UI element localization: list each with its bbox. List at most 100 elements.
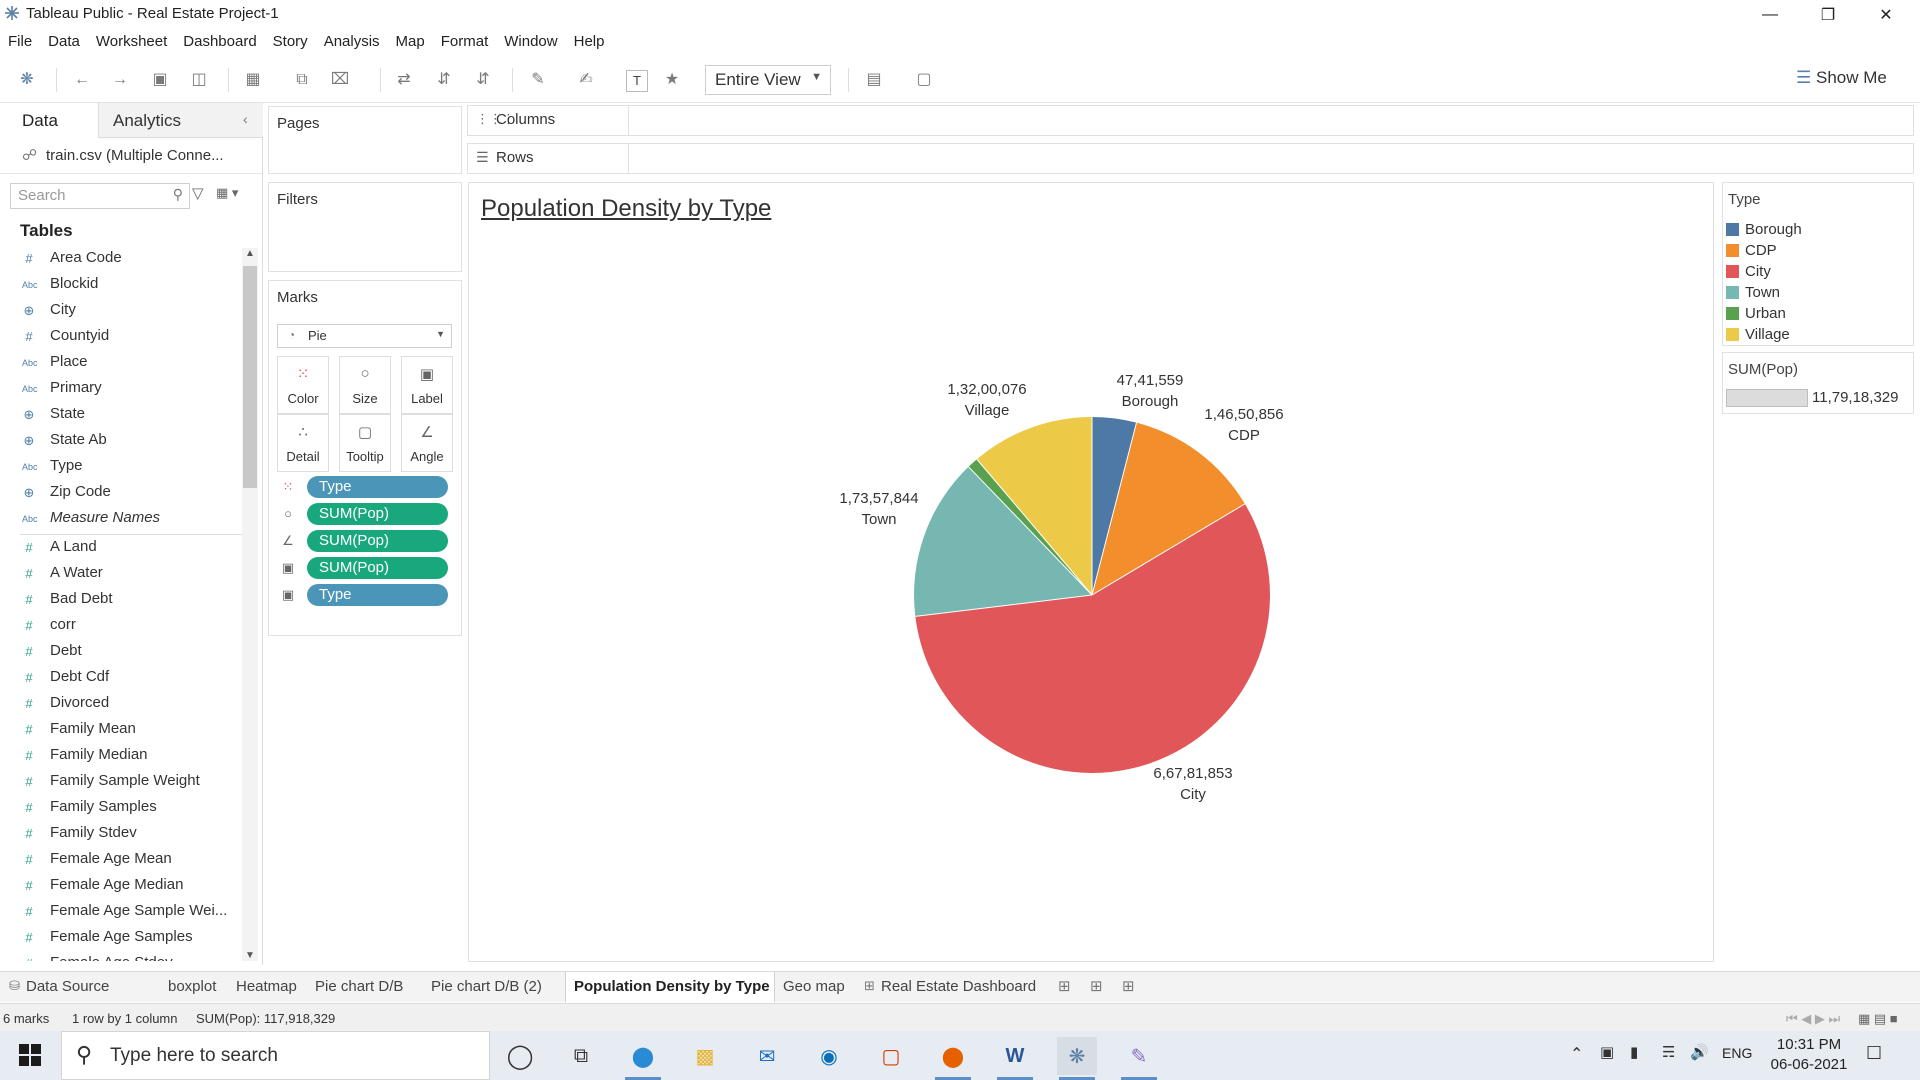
restore-button[interactable]: ❐ [1820, 7, 1836, 24]
menu-data[interactable]: Data [48, 33, 80, 50]
taskbar-search-input[interactable]: ⚲ Type here to search [61, 1031, 490, 1080]
filters-shelf[interactable]: Filters [268, 182, 462, 272]
view-options-icon[interactable]: ▦ ▾ [216, 185, 239, 200]
show-labels-icon[interactable]: T [626, 70, 648, 92]
tableau-logo-icon[interactable]: ❋ [20, 71, 34, 88]
tab-data[interactable]: Data [0, 103, 98, 140]
highlight-icon[interactable]: ✎ [531, 71, 545, 88]
pie-slice-city[interactable] [915, 503, 1270, 773]
duplicate-sheet-icon[interactable]: ⧉ [296, 71, 308, 88]
new-worksheet-tab-icon[interactable]: ⊞ [1058, 978, 1071, 995]
cortana-icon[interactable]: ◯ [506, 1042, 534, 1070]
field-item[interactable]: ⊕ State Ab [0, 428, 242, 454]
marks-pill[interactable]: SUM(Pop) [307, 503, 448, 525]
menu-file[interactable]: File [8, 33, 33, 50]
field-item[interactable]: ⊕ Zip Code [0, 480, 242, 506]
sheet-tab[interactable]: Geo map [783, 978, 845, 995]
mark-color-button[interactable]: ⁙ Color [277, 356, 329, 414]
redo-icon[interactable]: → [112, 71, 128, 88]
menu-map[interactable]: Map [395, 33, 425, 50]
chevron-up-icon[interactable]: ⌃ [1570, 1046, 1584, 1063]
columns-shelf[interactable]: ⋮⋮⋮ Columns [467, 105, 1914, 136]
wifi-icon[interactable]: ☴ [1662, 1044, 1676, 1061]
menu-format[interactable]: Format [440, 33, 489, 50]
marks-pill[interactable]: Type [307, 476, 448, 498]
field-item[interactable]: Abc Type [0, 454, 242, 480]
field-item[interactable]: # Female Age Samples [0, 925, 242, 951]
scroll-up-icon[interactable]: ▲ [245, 248, 255, 259]
pin-icon[interactable]: ★ [664, 71, 680, 88]
clear-sheet-icon[interactable]: ⌧ [330, 71, 350, 88]
language-indicator[interactable]: ENG [1722, 1045, 1753, 1061]
sheet-tab[interactable]: boxplot [168, 978, 217, 995]
fit-view-select[interactable]: Entire View ▼ [705, 65, 831, 95]
pie-slice-village[interactable] [976, 417, 1092, 595]
cards-icon[interactable]: ▤ [866, 71, 882, 88]
pie-slice-town[interactable] [914, 466, 1092, 617]
clock[interactable]: 10:31 PM 06-06-2021 [1770, 1036, 1848, 1073]
sort-descending-icon[interactable]: ⇵ [476, 71, 490, 88]
undo-icon[interactable]: ← [74, 71, 90, 88]
show-me-button[interactable]: ☰ Show Me [1796, 68, 1887, 87]
mark-detail-button[interactable]: ∴ Detail [277, 414, 329, 472]
search-input[interactable]: Search ⚲ [10, 183, 190, 209]
minimize-button[interactable]: — [1762, 6, 1778, 23]
field-item[interactable]: # Area Code [0, 246, 242, 272]
menu-dashboard[interactable]: Dashboard [183, 33, 257, 50]
field-item[interactable]: # Female Age Median [0, 873, 242, 899]
field-item[interactable]: # Debt [0, 639, 242, 665]
field-item[interactable]: # Family Samples [0, 795, 242, 821]
new-datasource-icon[interactable]: ◫ [191, 71, 207, 88]
new-worksheet-icon[interactable]: ▦ [245, 71, 261, 88]
rows-shelf[interactable]: ☰ Rows [467, 143, 1914, 174]
mark-size-button[interactable]: ○ Size [339, 356, 391, 414]
sheet-tab[interactable]: Heatmap [236, 978, 297, 995]
dell-icon[interactable]: ◉ [820, 1045, 838, 1068]
task-view-icon[interactable]: ⧉ [573, 1044, 589, 1067]
mark-tooltip-button[interactable]: ▢ Tooltip [339, 414, 391, 472]
mail-icon[interactable]: ✉ [758, 1045, 776, 1068]
new-dashboard-tab-icon[interactable]: ⊞ [1090, 978, 1103, 995]
menu-worksheet[interactable]: Worksheet [95, 33, 168, 50]
field-item[interactable]: # Family Stdev [0, 821, 242, 847]
field-list-scrollbar[interactable]: ▲ ▼ [242, 248, 258, 961]
office-icon[interactable]: ▢ [881, 1045, 901, 1068]
menu-help[interactable]: Help [573, 33, 605, 50]
field-item[interactable]: Abc Place [0, 350, 242, 376]
mark-angle-button[interactable]: ∠ Angle [401, 414, 453, 472]
field-item[interactable]: Abc Blockid [0, 272, 242, 298]
datasource-item[interactable]: ☍ train.csv (Multiple Conne... [0, 137, 262, 174]
field-item[interactable]: # corr [0, 613, 242, 639]
scroll-down-icon[interactable]: ▼ [245, 950, 255, 961]
field-item[interactable]: # Family Mean [0, 717, 242, 743]
mark-label-button[interactable]: ▣ Label [401, 356, 453, 414]
scrollbar-thumb[interactable] [243, 266, 257, 488]
menu-analysis[interactable]: Analysis [323, 33, 380, 50]
field-item[interactable]: # A Water [0, 561, 242, 587]
sheet-tab[interactable]: ⊞ Real Estate Dashboard [864, 978, 1037, 995]
paint-icon[interactable]: ✎ [1119, 1037, 1159, 1080]
field-item[interactable]: # Debt Cdf [0, 665, 242, 691]
save-icon[interactable]: ▣ [152, 71, 168, 88]
sheet-tab[interactable]: Pie chart D/B [315, 978, 404, 995]
field-item[interactable]: ⊕ City [0, 298, 242, 324]
field-item[interactable]: Abc Primary [0, 376, 242, 402]
sheet-tab[interactable]: Pie chart D/B (2) [431, 978, 542, 995]
pages-shelf[interactable]: Pages [268, 106, 462, 174]
new-story-tab-icon[interactable]: ⊞ [1122, 978, 1135, 995]
file-explorer-icon[interactable]: ▩ [695, 1045, 715, 1068]
swap-icon[interactable]: ⇄ [397, 71, 411, 88]
sheet-tab[interactable]: ⛁ Data Source [9, 978, 110, 995]
firefox-icon[interactable]: ⬤ [933, 1037, 973, 1080]
marks-pill[interactable]: Type [307, 584, 448, 606]
field-item[interactable]: ⊕ State [0, 402, 242, 428]
sheet-tab[interactable]: Population Density by Type [565, 972, 775, 1002]
marks-pill[interactable]: SUM(Pop) [307, 530, 448, 552]
sort-ascending-icon[interactable]: ⇵ [437, 71, 451, 88]
tableau-taskbar-icon[interactable]: ❋ [1057, 1037, 1097, 1080]
battery-icon[interactable]: ▮ [1630, 1044, 1639, 1061]
field-item[interactable]: # Female Age Sample Wei... [0, 899, 242, 925]
mark-type-select[interactable]: ◔ Pie ▼ [277, 324, 452, 348]
edge-icon[interactable]: ⬤ [623, 1037, 663, 1080]
filter-icon[interactable]: ▽ [192, 185, 204, 202]
